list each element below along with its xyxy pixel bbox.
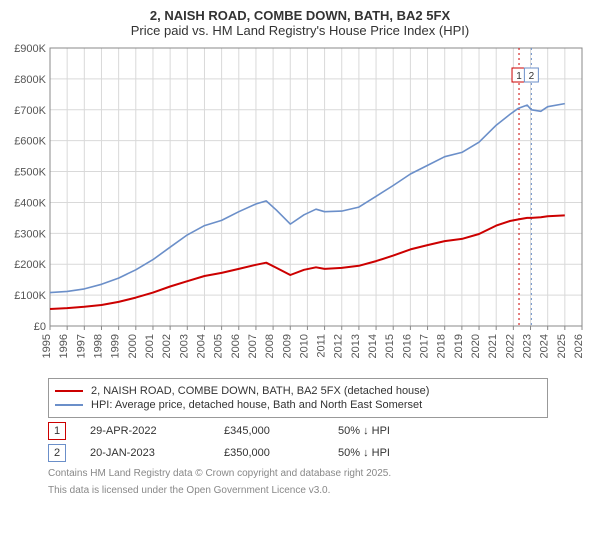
svg-text:2004: 2004 (195, 334, 207, 358)
svg-text:£400K: £400K (14, 197, 46, 209)
svg-text:2005: 2005 (213, 334, 225, 358)
svg-text:£300K: £300K (14, 228, 46, 240)
svg-text:1999: 1999 (110, 334, 122, 358)
legend-swatch (55, 390, 83, 392)
sales-list: 1 29-APR-2022 £345,000 50% ↓ HPI 2 20-JAN-202… (8, 422, 592, 462)
svg-text:2010: 2010 (298, 334, 310, 358)
legend-row: 2, NAISH ROAD, COMBE DOWN, BATH, BA2 5FX… (55, 385, 541, 397)
svg-text:2007: 2007 (247, 334, 259, 358)
svg-text:2016: 2016 (401, 334, 413, 358)
svg-text:£0: £0 (34, 321, 46, 333)
chart-title: 2, NAISH ROAD, COMBE DOWN, BATH, BA2 5FX (8, 8, 592, 23)
legend-row: HPI: Average price, detached house, Bath… (55, 399, 541, 411)
svg-text:2013: 2013 (350, 334, 362, 358)
legend: 2, NAISH ROAD, COMBE DOWN, BATH, BA2 5FX… (48, 378, 548, 418)
svg-text:£600K: £600K (14, 136, 46, 148)
svg-text:2020: 2020 (470, 334, 482, 358)
sale-row: 1 29-APR-2022 £345,000 50% ↓ HPI (48, 422, 592, 440)
sale-delta: 50% ↓ HPI (338, 447, 390, 459)
svg-text:£700K: £700K (14, 105, 46, 117)
svg-text:2014: 2014 (367, 334, 379, 358)
svg-text:2024: 2024 (539, 334, 551, 358)
footnote-copyright: Contains HM Land Registry data © Crown c… (48, 468, 592, 479)
svg-text:2000: 2000 (127, 334, 139, 358)
svg-text:1995: 1995 (41, 334, 53, 358)
svg-text:2018: 2018 (436, 334, 448, 358)
svg-text:2015: 2015 (384, 334, 396, 358)
sale-badge: 2 (48, 444, 66, 462)
sale-price: £345,000 (224, 425, 314, 437)
svg-text:2026: 2026 (573, 334, 585, 358)
svg-text:2019: 2019 (453, 334, 465, 358)
chart-subtitle: Price paid vs. HM Land Registry's House … (8, 23, 592, 38)
sale-date: 29-APR-2022 (90, 425, 200, 437)
svg-text:2009: 2009 (281, 334, 293, 358)
line-chart: £0 £100K £200K £300K £400K £500K £600K £700K £80… (8, 42, 592, 372)
svg-text:2011: 2011 (316, 334, 328, 358)
legend-label: 2, NAISH ROAD, COMBE DOWN, BATH, BA2 5FX… (91, 385, 429, 397)
svg-text:2002: 2002 (161, 334, 173, 358)
svg-text:£800K: £800K (14, 74, 46, 86)
svg-text:2008: 2008 (264, 334, 276, 358)
svg-text:2: 2 (529, 71, 535, 82)
svg-text:2022: 2022 (504, 334, 516, 358)
svg-text:£200K: £200K (14, 259, 46, 271)
sale-badge: 1 (48, 422, 66, 440)
sale-date: 20-JAN-2023 (90, 447, 200, 459)
svg-text:1996: 1996 (58, 334, 70, 358)
svg-text:2025: 2025 (556, 334, 568, 358)
svg-text:2012: 2012 (333, 334, 345, 358)
svg-text:£900K: £900K (14, 43, 46, 55)
svg-text:2003: 2003 (178, 334, 190, 358)
legend-swatch (55, 404, 83, 406)
svg-text:2006: 2006 (230, 334, 242, 358)
sale-delta: 50% ↓ HPI (338, 425, 390, 437)
sale-price: £350,000 (224, 447, 314, 459)
sale-row: 2 20-JAN-2023 £350,000 50% ↓ HPI (48, 444, 592, 462)
svg-text:1: 1 (516, 71, 522, 82)
svg-text:£100K: £100K (14, 290, 46, 302)
legend-label: HPI: Average price, detached house, Bath… (91, 399, 422, 411)
svg-text:£500K: £500K (14, 167, 46, 179)
chart-container: £0 £100K £200K £300K £400K £500K £600K £700K £80… (8, 42, 592, 372)
svg-text:2021: 2021 (487, 334, 499, 358)
svg-text:1998: 1998 (92, 334, 104, 358)
title-block: 2, NAISH ROAD, COMBE DOWN, BATH, BA2 5FX… (8, 8, 592, 38)
svg-text:1997: 1997 (75, 334, 87, 358)
svg-text:2023: 2023 (522, 334, 534, 358)
svg-text:2017: 2017 (419, 334, 431, 358)
svg-text:2001: 2001 (144, 334, 156, 358)
footnote-licence: This data is licensed under the Open Gov… (48, 485, 592, 496)
